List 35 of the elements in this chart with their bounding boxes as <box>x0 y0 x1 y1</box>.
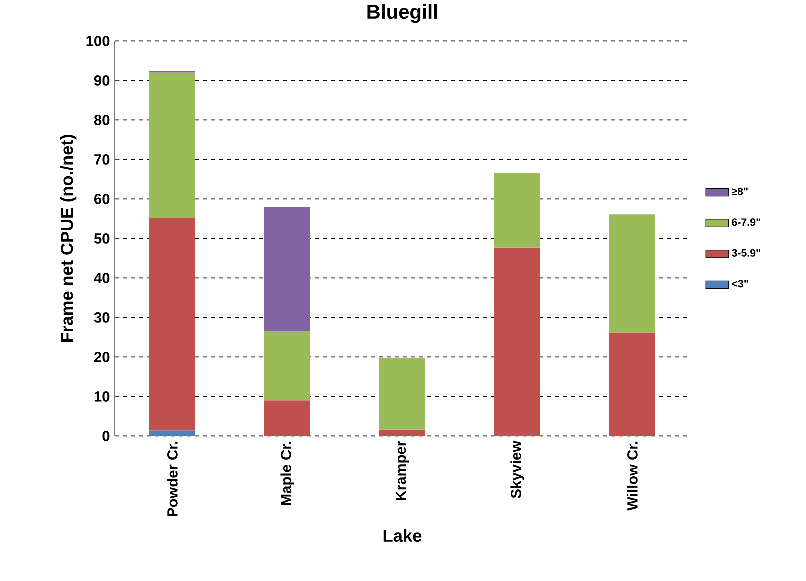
y-tick-label: 100 <box>86 36 110 46</box>
y-tick-label: 50 <box>94 233 110 244</box>
chart-title: Bluegill <box>368 4 438 24</box>
x-axis-title: Lake <box>384 529 422 542</box>
y-tick-label: 30 <box>94 312 110 323</box>
bar <box>610 332 656 436</box>
bar <box>610 214 656 333</box>
bar <box>264 400 310 436</box>
y-axis-title: Frame net CPUE (no./net) <box>60 134 77 342</box>
y-tick-label: 60 <box>94 194 110 204</box>
y-tick-label: 80 <box>94 114 110 126</box>
x-tick-label: Kramper <box>396 441 410 500</box>
x-tick-label: Willow Cr. <box>627 442 638 511</box>
y-tick-label: 40 <box>94 272 110 284</box>
x-tick-label: Skyview <box>510 440 524 498</box>
legend-label: 6-7.9" <box>732 218 760 226</box>
y-tick-label: 10 <box>94 391 110 402</box>
y-tick-label: 70 <box>94 154 110 165</box>
bar <box>264 207 310 332</box>
legend-label: ≥8" <box>732 188 748 196</box>
bar <box>264 331 310 401</box>
bar <box>380 358 426 430</box>
legend-label: <3" <box>732 280 748 288</box>
bar <box>150 430 196 436</box>
y-tick-label: 20 <box>94 352 110 362</box>
bar <box>380 430 426 436</box>
bar <box>494 248 540 435</box>
x-tick-label: Maple Cr. <box>280 442 294 506</box>
bar <box>150 218 196 431</box>
bar <box>494 173 540 248</box>
bar <box>150 72 196 218</box>
legend-label: 3-5.9" <box>732 249 760 257</box>
y-tick-label: 0 <box>102 430 110 442</box>
x-tick-label: Powder Cr. <box>167 442 178 516</box>
y-tick-label: 90 <box>94 75 110 86</box>
